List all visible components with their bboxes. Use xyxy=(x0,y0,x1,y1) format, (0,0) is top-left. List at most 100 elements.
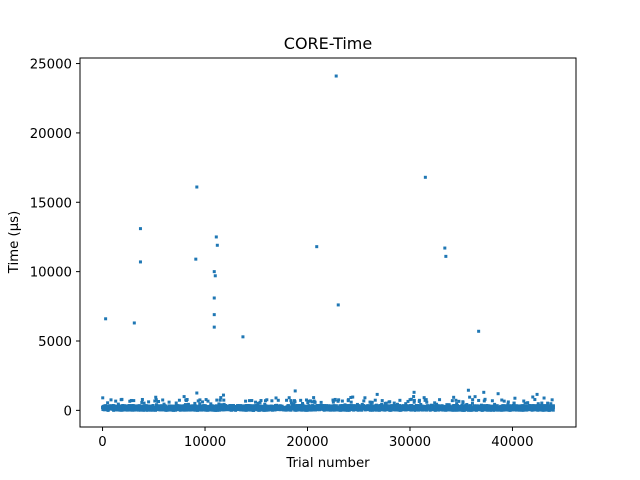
data-point xyxy=(219,396,223,400)
data-point xyxy=(470,401,474,405)
y-tick-label: 15000 xyxy=(30,196,72,211)
data-point xyxy=(373,398,377,402)
data-point xyxy=(459,407,463,411)
data-point xyxy=(203,408,207,412)
data-point xyxy=(219,403,223,407)
data-point xyxy=(306,406,310,410)
data-point xyxy=(436,407,440,411)
data-point xyxy=(132,399,136,403)
data-point xyxy=(455,402,459,406)
data-point-outlier xyxy=(315,245,319,249)
data-point xyxy=(512,407,516,411)
data-point xyxy=(106,401,110,405)
data-point xyxy=(116,402,120,406)
data-point xyxy=(513,396,517,400)
data-point xyxy=(151,404,155,408)
data-point xyxy=(351,395,355,399)
data-point xyxy=(308,399,312,403)
data-point xyxy=(384,401,388,405)
data-point xyxy=(412,400,416,404)
data-point xyxy=(161,398,165,402)
data-point xyxy=(536,402,540,406)
data-point xyxy=(137,408,141,412)
data-point xyxy=(454,398,458,402)
data-point xyxy=(147,400,151,404)
data-point xyxy=(230,408,234,412)
data-point xyxy=(529,407,533,411)
data-point xyxy=(101,396,105,400)
data-point xyxy=(425,400,429,404)
data-point xyxy=(417,398,421,402)
data-point xyxy=(186,402,190,406)
data-point xyxy=(198,398,202,402)
y-tick-label: 20000 xyxy=(30,127,72,142)
data-point xyxy=(349,400,353,404)
data-point xyxy=(431,407,435,411)
data-point xyxy=(349,395,353,399)
data-point xyxy=(471,398,475,402)
x-tick-label: 10000 xyxy=(184,435,226,450)
data-point xyxy=(380,399,384,403)
data-point xyxy=(450,399,454,403)
data-point xyxy=(362,399,366,403)
data-point xyxy=(167,400,171,404)
data-point xyxy=(531,395,535,399)
data-point xyxy=(293,389,297,393)
data-point xyxy=(244,399,248,403)
y-tick-label: 10000 xyxy=(30,266,72,281)
data-point xyxy=(472,406,476,410)
data-point xyxy=(151,406,155,410)
data-point xyxy=(489,404,493,408)
data-point xyxy=(370,400,374,404)
data-point xyxy=(114,399,118,403)
data-point xyxy=(274,396,278,400)
data-point xyxy=(331,400,335,404)
x-tick-label: 20000 xyxy=(286,435,328,450)
data-point-outlier xyxy=(334,74,338,78)
data-point xyxy=(195,391,199,395)
data-point xyxy=(164,404,168,408)
data-point xyxy=(548,404,552,408)
data-point xyxy=(546,401,550,405)
data-point xyxy=(333,397,337,401)
data-point xyxy=(256,401,260,405)
y-tick-label: 25000 xyxy=(30,58,72,73)
data-point xyxy=(293,400,297,404)
data-point xyxy=(319,400,323,404)
data-point xyxy=(221,393,225,397)
data-point xyxy=(254,400,258,404)
data-point xyxy=(299,398,303,402)
data-point xyxy=(473,395,477,399)
data-point xyxy=(380,402,384,406)
x-axis-label: Trial number xyxy=(285,456,370,471)
data-point xyxy=(357,407,361,411)
data-point xyxy=(377,407,381,411)
data-point xyxy=(273,406,277,410)
data-point xyxy=(550,398,554,402)
data-point xyxy=(142,401,146,405)
data-point xyxy=(162,402,166,406)
data-point xyxy=(201,400,205,404)
data-point xyxy=(504,408,508,412)
data-point xyxy=(490,399,494,403)
data-point xyxy=(523,401,527,405)
data-point xyxy=(506,402,510,406)
data-point xyxy=(157,400,161,404)
data-point xyxy=(348,404,352,408)
chart-title: CORE-Time xyxy=(284,34,372,53)
data-point-outlier xyxy=(443,246,447,250)
data-point xyxy=(466,408,470,412)
data-point xyxy=(196,406,200,410)
data-point xyxy=(215,398,219,402)
data-point-outlier xyxy=(138,260,142,264)
data-point xyxy=(183,403,187,407)
data-point xyxy=(388,400,392,404)
data-point xyxy=(218,398,222,402)
data-point xyxy=(289,399,293,403)
data-point xyxy=(312,396,316,400)
data-point xyxy=(248,399,252,403)
data-point-outlier xyxy=(477,329,481,333)
data-point xyxy=(540,401,544,405)
data-point xyxy=(179,404,183,408)
data-point xyxy=(217,402,221,406)
